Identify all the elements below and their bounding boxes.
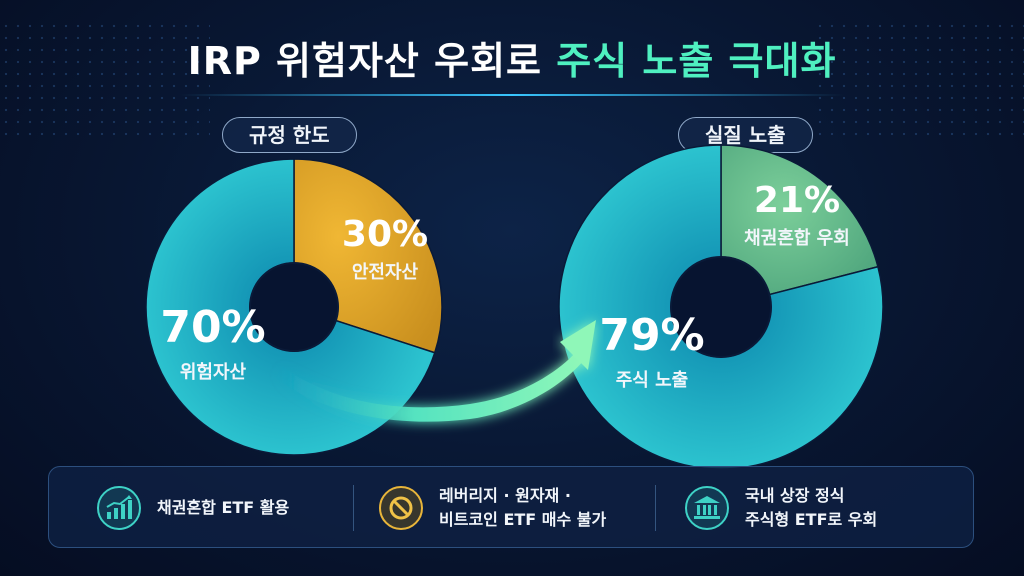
footer-panel: 채권혼합 ETF 활용 레버리지 · 원자재 · 비트코인 ETF 매수 불가: [48, 466, 974, 548]
pie-chart-left: [145, 158, 443, 456]
title-underline: [180, 94, 844, 96]
footer-item-domestic-etf: 국내 상장 정식 주식형 ETF로 우회: [685, 467, 877, 549]
footer-divider: [655, 485, 656, 531]
left-chart-title-pill: 규정 한도: [222, 117, 357, 153]
footer-item-text-line: 주식형 ETF로 우회: [745, 510, 878, 529]
pie-category-label: 주식 노출: [616, 370, 689, 391]
footer-item-text-line: 국내 상장 정식: [745, 486, 845, 505]
footer-item-text-line: 레버리지 · 원자재 ·: [439, 486, 571, 505]
footer-item-text-line: 비트코인 ETF 매수 불가: [439, 510, 607, 529]
pie-value-label: 30%: [342, 214, 428, 255]
arrow-head: [560, 320, 596, 370]
pie-category-label: 채권혼합 우회: [744, 227, 850, 249]
pie-value-label: 70%: [160, 302, 265, 353]
footer-item-bond-etf: 채권혼합 ETF 활용: [97, 467, 289, 549]
prohibited-icon: [379, 486, 423, 530]
arrow-body: [276, 352, 584, 422]
pie-labels: 70% 위험자산 30% 안전자산 79% 주식 노출 21% 채권혼합 우회: [160, 180, 849, 391]
donut-hole: [670, 256, 772, 358]
footer-item-text-line: 채권혼합 ETF 활용: [157, 498, 290, 517]
pie-category-label: 위험자산: [180, 361, 247, 383]
pie-chart-right: [558, 144, 884, 470]
footer-divider: [353, 485, 354, 531]
pie-category-label: 안전자산: [352, 262, 419, 283]
title-main: IRP 위험자산 우회로: [187, 39, 542, 83]
bar-chart-growth-icon: [97, 486, 141, 530]
decorative-dots-right: [814, 20, 1024, 140]
bank-building-icon: [685, 486, 729, 530]
pie-value-label: 79%: [599, 310, 704, 361]
donut-hole: [249, 262, 339, 352]
title-accent: 주식 노출 극대화: [556, 39, 837, 83]
transition-arrow: [276, 320, 596, 422]
footer-item-restricted-etf: 레버리지 · 원자재 · 비트코인 ETF 매수 불가: [379, 467, 606, 549]
page-title: IRP 위험자산 우회로 주식 노출 극대화: [0, 30, 1024, 85]
decorative-dots-left: [0, 20, 210, 140]
pie-value-label: 21%: [754, 180, 840, 221]
